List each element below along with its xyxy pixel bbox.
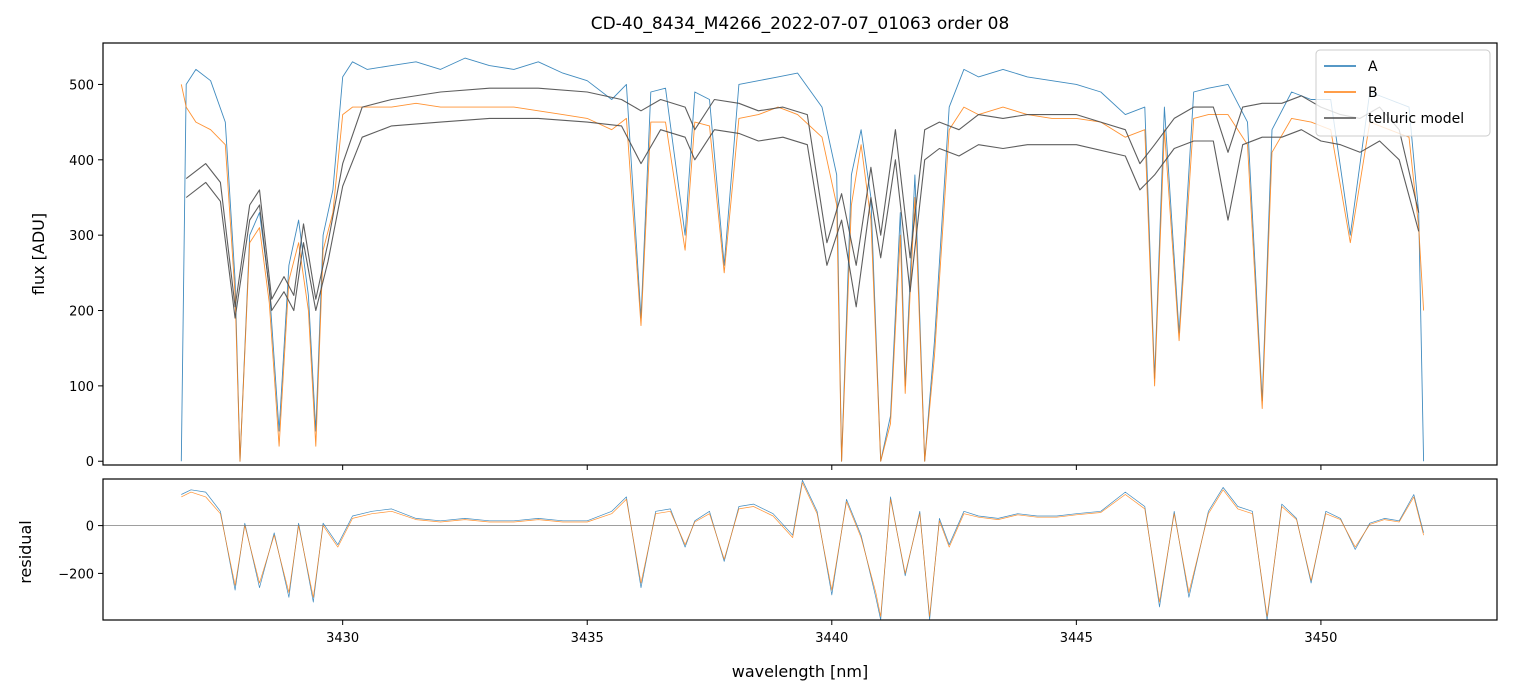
legend: A B telluric model	[1315, 49, 1491, 137]
residual-y-label: residual	[16, 520, 35, 583]
x-tick-label: 3445	[1060, 631, 1093, 646]
legend-label-a: A	[1368, 59, 1378, 75]
residual-x-ticks: 3430 3435 3440 3445 3450	[326, 620, 1337, 646]
residual-axes-frame	[102, 478, 1498, 621]
flux-y-tick-label: 0	[86, 455, 94, 470]
flux-x-ticks	[342, 465, 1322, 470]
flux-series-group	[180, 57, 1425, 462]
flux-y-label: flux [ADU]	[29, 213, 48, 295]
flux-y-tick-label: 200	[69, 305, 94, 320]
flux-panel: 0 100 200 300 400 500 flux [ADU]	[29, 42, 1498, 470]
flux-series-a	[180, 57, 1425, 462]
flux-series-telluric-model	[185, 87, 1420, 308]
residual-series-line-0	[181, 479, 1424, 620]
x-tick-label: 3435	[571, 631, 604, 646]
x-tick-label: 3440	[815, 631, 848, 646]
flux-axes-frame	[102, 42, 1498, 466]
flux-y-tick-label: 100	[69, 380, 94, 395]
flux-series-b	[180, 84, 1425, 462]
residual-y-tick-label: 0	[86, 520, 94, 535]
residual-series-line-1	[181, 482, 1424, 617]
flux-y-tick-label: 400	[69, 154, 94, 169]
residual-y-ticks: −200 0	[58, 520, 103, 582]
x-axis-label: wavelength [nm]	[732, 662, 869, 681]
legend-label-b: B	[1368, 85, 1378, 101]
flux-y-tick-label: 300	[69, 229, 94, 244]
legend-label-telluric: telluric model	[1368, 111, 1464, 127]
legend-box	[1315, 49, 1491, 137]
flux-y-ticks: 0 100 200 300 400 500	[69, 78, 103, 470]
flux-y-tick-label: 500	[69, 78, 94, 93]
x-tick-label: 3430	[326, 631, 359, 646]
residual-panel: −200 0 3430 3435 3440 3445 3450 residual wave…	[16, 478, 1498, 681]
chart-title: CD-40_8434_M4266_2022-07-07_01063 order …	[591, 14, 1010, 34]
residual-y-tick-label: −200	[58, 567, 94, 582]
x-tick-label: 3450	[1304, 631, 1337, 646]
residual-series-group	[181, 479, 1424, 620]
flux-series-telluric-model	[185, 117, 1420, 319]
